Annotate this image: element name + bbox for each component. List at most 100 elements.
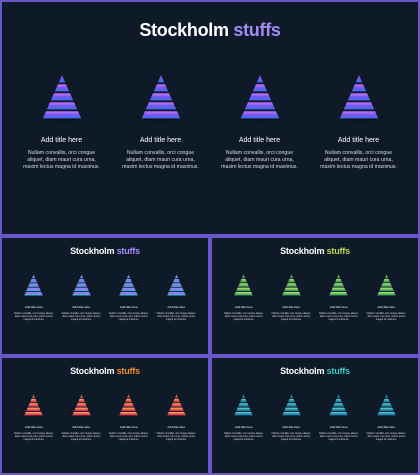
pyramid-tier: [170, 403, 182, 407]
pyramid-tier: [252, 84, 267, 92]
pyramid-tier: [170, 283, 182, 287]
column-body: Nullam convallis, orci congue aliquet, d…: [14, 431, 54, 442]
pyramid-tier: [281, 291, 301, 296]
pyramid-tier: [376, 411, 396, 416]
pyramid-tier: [58, 75, 65, 83]
pyramid-tier-highlight: [383, 278, 389, 281]
pyramid-tier-highlight: [282, 411, 300, 414]
pyramid-tier-highlight: [173, 398, 179, 401]
pyramid-tier-highlight: [151, 93, 170, 96]
column-title: Add title here: [377, 304, 396, 309]
pyramid-icon: [166, 394, 186, 417]
column-body: Nullam convallis, orci congue aliquet, d…: [221, 149, 298, 170]
column-title: Add title here: [234, 304, 253, 309]
pyramid-tier: [71, 291, 91, 296]
pyramid-tier: [287, 398, 295, 403]
pyramid-tier-highlight: [235, 291, 253, 294]
pyramid-tier-highlight: [78, 278, 84, 281]
main-slide[interactable]: Stockholm stuffs Add title here Nullam co…: [2, 2, 418, 234]
pyramid-tier: [32, 394, 36, 399]
pyramid-tier: [166, 411, 186, 416]
pyramid-tier: [234, 411, 254, 416]
pyramid-tier: [153, 84, 168, 92]
pyramid-column: Add title here Nullam convallis, orci con…: [107, 394, 151, 441]
pyramid-tier: [329, 411, 349, 416]
pyramid-tier-highlight: [286, 283, 296, 285]
pyramid-tier: [28, 283, 40, 287]
pyramid-column: Add title here Nullam convallis, orci con…: [269, 394, 313, 441]
pyramid-tier: [30, 398, 38, 403]
pyramid-shadow: [167, 295, 185, 297]
pyramid-tier-highlight: [288, 398, 294, 401]
pyramid-shadow: [43, 118, 80, 121]
pyramid-tier: [141, 111, 180, 119]
pyramid-tier: [380, 403, 392, 407]
column-title: Add title here: [119, 424, 138, 429]
pyramid-tier: [166, 291, 186, 296]
pyramid-tier: [77, 398, 85, 403]
pyramid-shadow: [72, 415, 90, 417]
pyramid-tier-highlight: [353, 84, 364, 87]
pyramid-column: Add title here Nullam convallis, orci con…: [317, 394, 361, 441]
pyramid-shadow: [377, 415, 395, 417]
pyramid-tier: [75, 403, 87, 407]
column-body: Nullam convallis, orci congue aliquet, d…: [319, 431, 359, 442]
pyramid-icon: [24, 394, 44, 417]
pyramid-tier-highlight: [122, 287, 136, 289]
column-body: Nullam convallis, orci congue aliquet, d…: [224, 431, 264, 442]
pyramid-tier-highlight: [332, 287, 346, 289]
pyramid-tier-highlight: [336, 278, 342, 281]
title-main: Stockholm: [280, 246, 325, 256]
title-accent: stuffs: [233, 20, 281, 40]
pyramid-tier-highlight: [381, 403, 391, 405]
pyramid-tier: [384, 394, 388, 399]
pyramid-tier: [283, 407, 299, 412]
slide-thumbnail-teal[interactable]: Stockholm stuffs Add title here Nullam co…: [212, 358, 418, 473]
pyramid-shadow: [340, 118, 377, 121]
title-accent: stuffs: [116, 246, 141, 256]
pyramid-tier: [121, 407, 137, 412]
pyramid-column: Add title here Nullam convallis, orci con…: [154, 274, 198, 321]
slide-title: Stockholm stuffs: [212, 246, 418, 256]
pyramid-tier-highlight: [383, 398, 389, 401]
pyramid-column: Add title here Nullam convallis, orci con…: [12, 274, 56, 321]
pyramid-column: Add title here Nullam convallis, orci con…: [154, 394, 198, 441]
pyramid-tier-highlight: [74, 407, 88, 409]
pyramid-icon: [141, 75, 180, 121]
pyramid-tier-highlight: [282, 291, 300, 294]
slide-thumbnail-purple-blue[interactable]: Stockholm stuffs Add title here Nullam co…: [2, 238, 208, 354]
pyramid-icon: [119, 394, 139, 417]
pyramid-tier: [79, 274, 83, 279]
pyramid-tier: [174, 394, 178, 399]
pyramid-shadow: [25, 295, 43, 297]
pyramid-tier: [331, 407, 347, 412]
pyramid-tier-highlight: [334, 403, 344, 405]
pyramid-tier-highlight: [78, 398, 84, 401]
pyramid-tier: [240, 398, 248, 403]
pyramid-column: Add title here Nullam convallis, orci con…: [364, 394, 408, 441]
pyramid-tier: [289, 394, 293, 399]
column-title: Add title here: [24, 424, 43, 429]
pyramid-tier-highlight: [76, 403, 86, 405]
pyramid-tier-highlight: [288, 278, 294, 281]
column-title: Add title here: [72, 304, 91, 309]
pyramid-icon: [166, 274, 186, 297]
title-main: Stockholm: [139, 20, 229, 40]
pyramid-tier: [347, 93, 370, 101]
pyramid-tier-highlight: [334, 283, 344, 285]
pyramid-tier-highlight: [173, 278, 179, 281]
pyramid-tier-highlight: [242, 111, 277, 114]
pyramid-tier-highlight: [345, 102, 372, 105]
column-title: Add title here: [234, 424, 253, 429]
pyramid-tier-highlight: [122, 407, 136, 409]
pyramid-tier: [125, 398, 133, 403]
slide-thumbnail-orange[interactable]: Stockholm stuffs Add title here Nullam co…: [2, 358, 208, 473]
slide-thumbnail-green[interactable]: Stockholm stuffs Add title here Nullam co…: [212, 238, 418, 354]
pyramid-tier-highlight: [349, 93, 368, 96]
pyramid-tier: [333, 403, 345, 407]
pyramid-tier-highlight: [25, 411, 43, 414]
pyramid-shadow: [330, 415, 348, 417]
pyramid-tier-highlight: [147, 102, 174, 105]
pyramid-tier-highlight: [239, 403, 249, 405]
